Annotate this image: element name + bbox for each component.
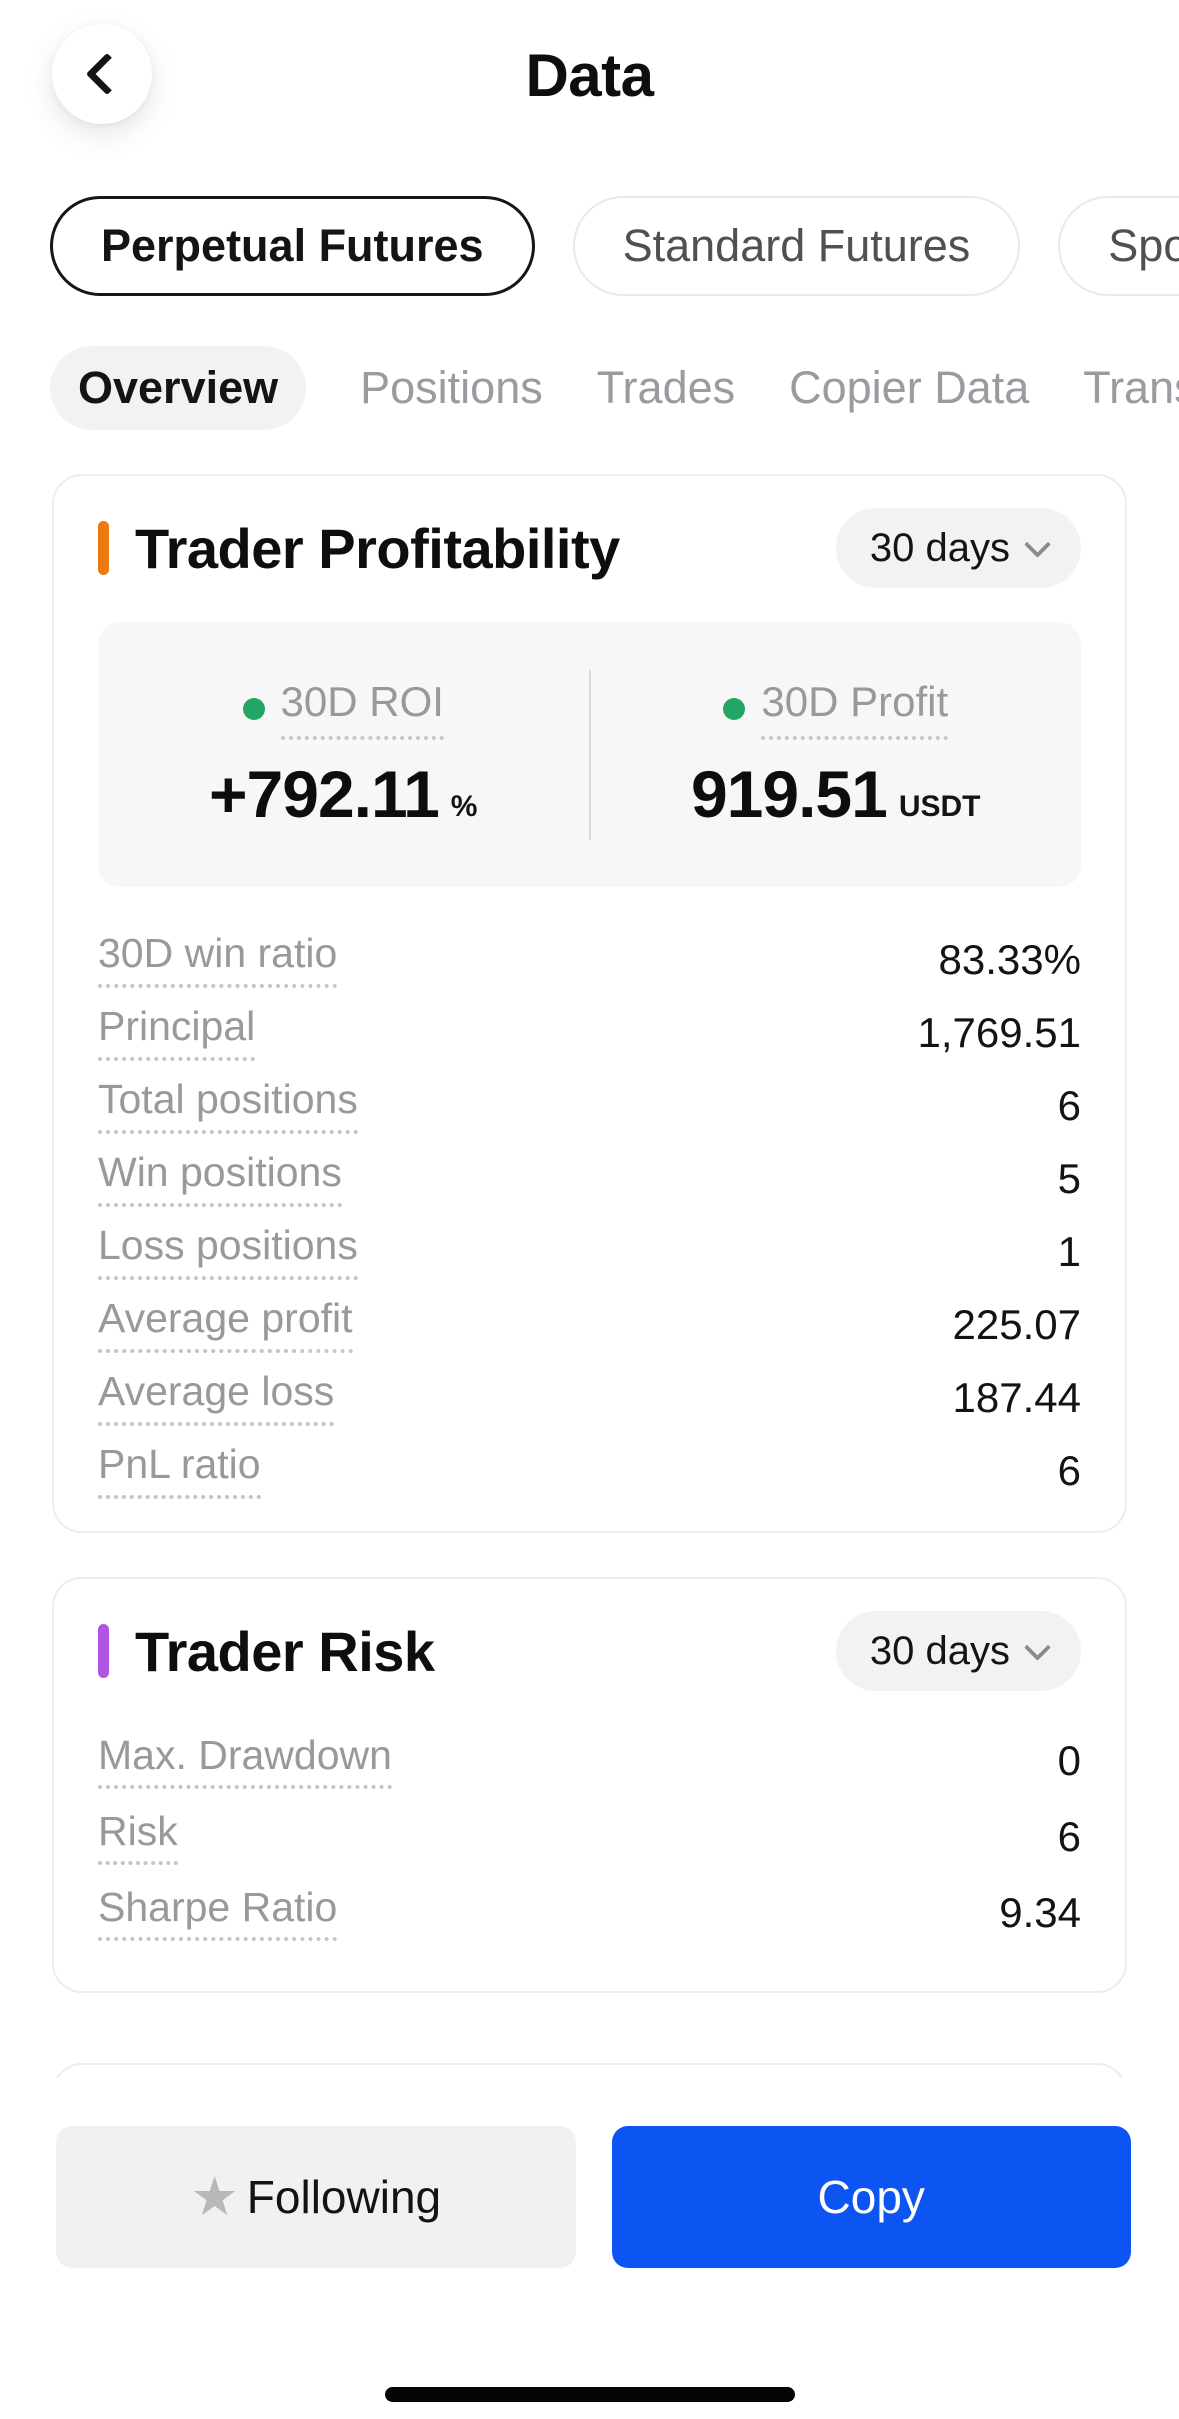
stat-row-label[interactable]: PnL ratio	[98, 1442, 261, 1499]
highlight-stat-label[interactable]: 30D Profit	[761, 678, 949, 740]
nav-tab-label: Copier Data	[789, 362, 1030, 413]
home-indicator[interactable]	[384, 2387, 795, 2402]
stat-row: Max. Drawdown 0	[98, 1723, 1081, 1799]
stat-row-label[interactable]: Principal	[98, 1004, 256, 1061]
card-header: Trader Risk 30 days	[98, 1611, 1081, 1691]
card-title: Trader Risk	[135, 1619, 435, 1683]
stat-row: Average profit 225.07	[98, 1288, 1081, 1361]
nav-tab-bar: Overview Positions Trades Copier Data Tr…	[0, 346, 1179, 430]
highlight-stats-box: 30D ROI +792.11 % 30D Profit 919.51 USDT	[98, 622, 1081, 887]
action-button-row: ★ Following Copy	[0, 2078, 1179, 2268]
nav-tab-label: Overview	[78, 362, 279, 413]
highlight-stat: 30D Profit 919.51 USDT	[588, 669, 1082, 840]
nav-tab[interactable]: Positions	[360, 346, 543, 430]
highlight-stat-unit: %	[450, 789, 478, 823]
stat-row: Risk 6	[98, 1799, 1081, 1875]
chevron-down-icon	[1024, 1633, 1051, 1661]
stat-row-label[interactable]: Sharpe Ratio	[98, 1884, 338, 1942]
risk-rows: Max. Drawdown 0 Risk 6 Sharpe Ratio 9.34	[98, 1723, 1081, 1951]
market-tab[interactable]: Spot Copy	[1058, 196, 1179, 296]
stat-row-label[interactable]: Average loss	[98, 1369, 335, 1426]
nav-tab[interactable]: Overview	[50, 346, 307, 430]
highlight-stat-unit: USDT	[898, 789, 981, 823]
chevron-down-icon	[1024, 530, 1051, 558]
market-tab[interactable]: Standard Futures	[572, 196, 1021, 296]
stat-row-value: 5	[1057, 1154, 1081, 1202]
accent-bar-icon	[98, 1624, 109, 1678]
stat-row-value: 225.07	[952, 1300, 1081, 1348]
market-tab-bar: Perpetual Futures Standard Futures Spot …	[0, 196, 1179, 296]
nav-tab-label: Positions	[360, 362, 543, 413]
highlight-stat-label[interactable]: 30D ROI	[280, 678, 444, 740]
stat-row-value: 1,769.51	[917, 1008, 1082, 1056]
stat-row: 30D win ratio 83.33%	[98, 923, 1081, 996]
stat-row-value: 6	[1057, 1081, 1081, 1129]
card-header: Trader Profitability 30 days	[98, 508, 1081, 588]
stat-row: PnL ratio 6	[98, 1434, 1081, 1507]
stat-row-value: 83.33%	[938, 935, 1081, 983]
stat-row-value: 1	[1057, 1227, 1081, 1275]
market-tab-label: Standard Futures	[622, 220, 971, 271]
period-dropdown[interactable]: 30 days	[835, 508, 1081, 588]
trader-profitability-card: Trader Profitability 30 days 30D ROI +79…	[52, 474, 1127, 1533]
stat-row-label[interactable]: Loss positions	[98, 1223, 358, 1280]
stat-row: Loss positions 1	[98, 1215, 1081, 1288]
stat-row-label[interactable]: Total positions	[98, 1077, 358, 1134]
stat-row-label[interactable]: Max. Drawdown	[98, 1732, 392, 1790]
following-button-label: Following	[246, 2171, 442, 2223]
highlight-stat: 30D ROI +792.11 %	[98, 670, 589, 840]
stat-row-value: 6	[1057, 1446, 1081, 1494]
period-label: 30 days	[869, 1628, 1010, 1673]
profitability-rows: 30D win ratio 83.33% Principal 1,769.51 …	[98, 923, 1081, 1507]
stat-row: Total positions 6	[98, 1069, 1081, 1142]
nav-tab[interactable]: Copier Data	[789, 346, 1029, 430]
stat-row-label[interactable]: 30D win ratio	[98, 931, 338, 988]
nav-tab[interactable]: Trades	[597, 346, 735, 430]
copy-button[interactable]: Copy	[611, 2126, 1131, 2268]
stat-row: Average loss 187.44	[98, 1361, 1081, 1434]
trader-risk-card: Trader Risk 30 days Max. Drawdown 0 Risk…	[52, 1577, 1127, 1993]
bottom-action-bar: ★ Following Copy	[0, 2078, 1179, 2419]
star-icon: ★	[190, 2167, 239, 2227]
stat-row-label[interactable]: Win positions	[98, 1150, 342, 1207]
stat-row-value: 187.44	[952, 1373, 1081, 1421]
stat-row: Principal 1,769.51	[98, 996, 1081, 1069]
period-dropdown[interactable]: 30 days	[835, 1611, 1081, 1691]
market-tab-label: Perpetual Futures	[101, 220, 484, 271]
nav-tab[interactable]: Transfer	[1083, 346, 1179, 430]
highlight-stat-value: +792.11	[209, 756, 440, 831]
market-tab-label: Spot Copy	[1108, 220, 1179, 271]
card-title: Trader Profitability	[135, 516, 620, 580]
following-button[interactable]: ★ Following	[56, 2126, 576, 2268]
accent-bar-icon	[98, 521, 109, 575]
nav-tab-label: Transfer	[1083, 362, 1179, 413]
stat-row-value: 9.34	[999, 1889, 1081, 1936]
stat-row: Sharpe Ratio 9.34	[98, 1875, 1081, 1951]
stat-row-label[interactable]: Average profit	[98, 1296, 353, 1353]
stat-row-value: 0	[1057, 1737, 1081, 1784]
highlight-stat-value: 919.51	[690, 756, 888, 831]
back-button[interactable]	[52, 24, 152, 124]
stat-row: Win positions 5	[98, 1142, 1081, 1215]
market-tab[interactable]: Perpetual Futures	[50, 196, 535, 296]
green-dot-icon	[723, 697, 746, 720]
stat-row-label[interactable]: Risk	[98, 1808, 178, 1866]
period-label: 30 days	[869, 525, 1010, 570]
card-title-wrap: Trader Profitability	[98, 516, 620, 581]
page-title: Data	[525, 41, 654, 109]
header: Data	[0, 0, 1179, 150]
green-dot-icon	[242, 697, 265, 720]
nav-tab-label: Trades	[596, 362, 736, 413]
card-title-wrap: Trader Risk	[98, 1619, 435, 1684]
copy-button-label: Copy	[817, 2171, 925, 2223]
stat-row-value: 6	[1057, 1813, 1081, 1860]
